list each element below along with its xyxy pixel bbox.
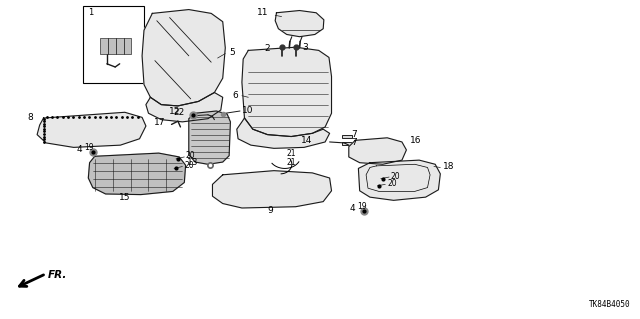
Text: 2: 2 [264,44,270,53]
Bar [342,135,352,138]
Bar [100,38,108,54]
Text: 22: 22 [173,108,184,117]
Polygon shape [358,160,440,200]
Polygon shape [242,47,332,137]
Polygon shape [275,11,324,37]
Polygon shape [88,153,186,195]
Text: 4: 4 [76,145,82,154]
Bar [116,38,124,54]
Text: 20: 20 [184,161,194,170]
Text: 16: 16 [410,137,421,145]
Polygon shape [349,138,406,164]
Text: 10: 10 [242,106,253,115]
Text: 20: 20 [390,172,400,181]
Text: 8: 8 [28,113,33,122]
Polygon shape [189,111,230,164]
Bar [124,38,131,54]
Polygon shape [142,10,225,106]
Text: 7: 7 [351,130,356,139]
Text: 5: 5 [229,48,235,57]
Polygon shape [146,93,223,122]
Text: 3: 3 [302,43,308,52]
Text: 6: 6 [232,91,238,100]
Text: 19: 19 [357,202,367,211]
Bar [108,38,116,54]
Text: 1: 1 [88,8,93,17]
Text: 9: 9 [268,206,273,215]
Text: 15: 15 [119,193,131,202]
Polygon shape [237,118,330,148]
Text: 17: 17 [154,118,165,127]
Text: 19: 19 [84,143,94,152]
Text: 14: 14 [301,136,312,145]
Text: 12: 12 [169,107,180,116]
Bar [342,142,352,145]
Text: 20: 20 [387,179,397,188]
Polygon shape [212,171,332,208]
Text: 7: 7 [351,138,356,147]
Text: TK84B4050: TK84B4050 [589,300,630,309]
Text: FR.: FR. [48,270,67,280]
Text: 13: 13 [187,158,198,167]
Text: 20: 20 [186,151,195,160]
Polygon shape [37,112,146,147]
Text: 21: 21 [287,149,296,158]
Text: 11: 11 [257,8,269,17]
Text: 18: 18 [443,162,454,171]
Text: 4: 4 [349,204,355,213]
Text: 21: 21 [287,158,296,167]
Bar [83,6,144,83]
